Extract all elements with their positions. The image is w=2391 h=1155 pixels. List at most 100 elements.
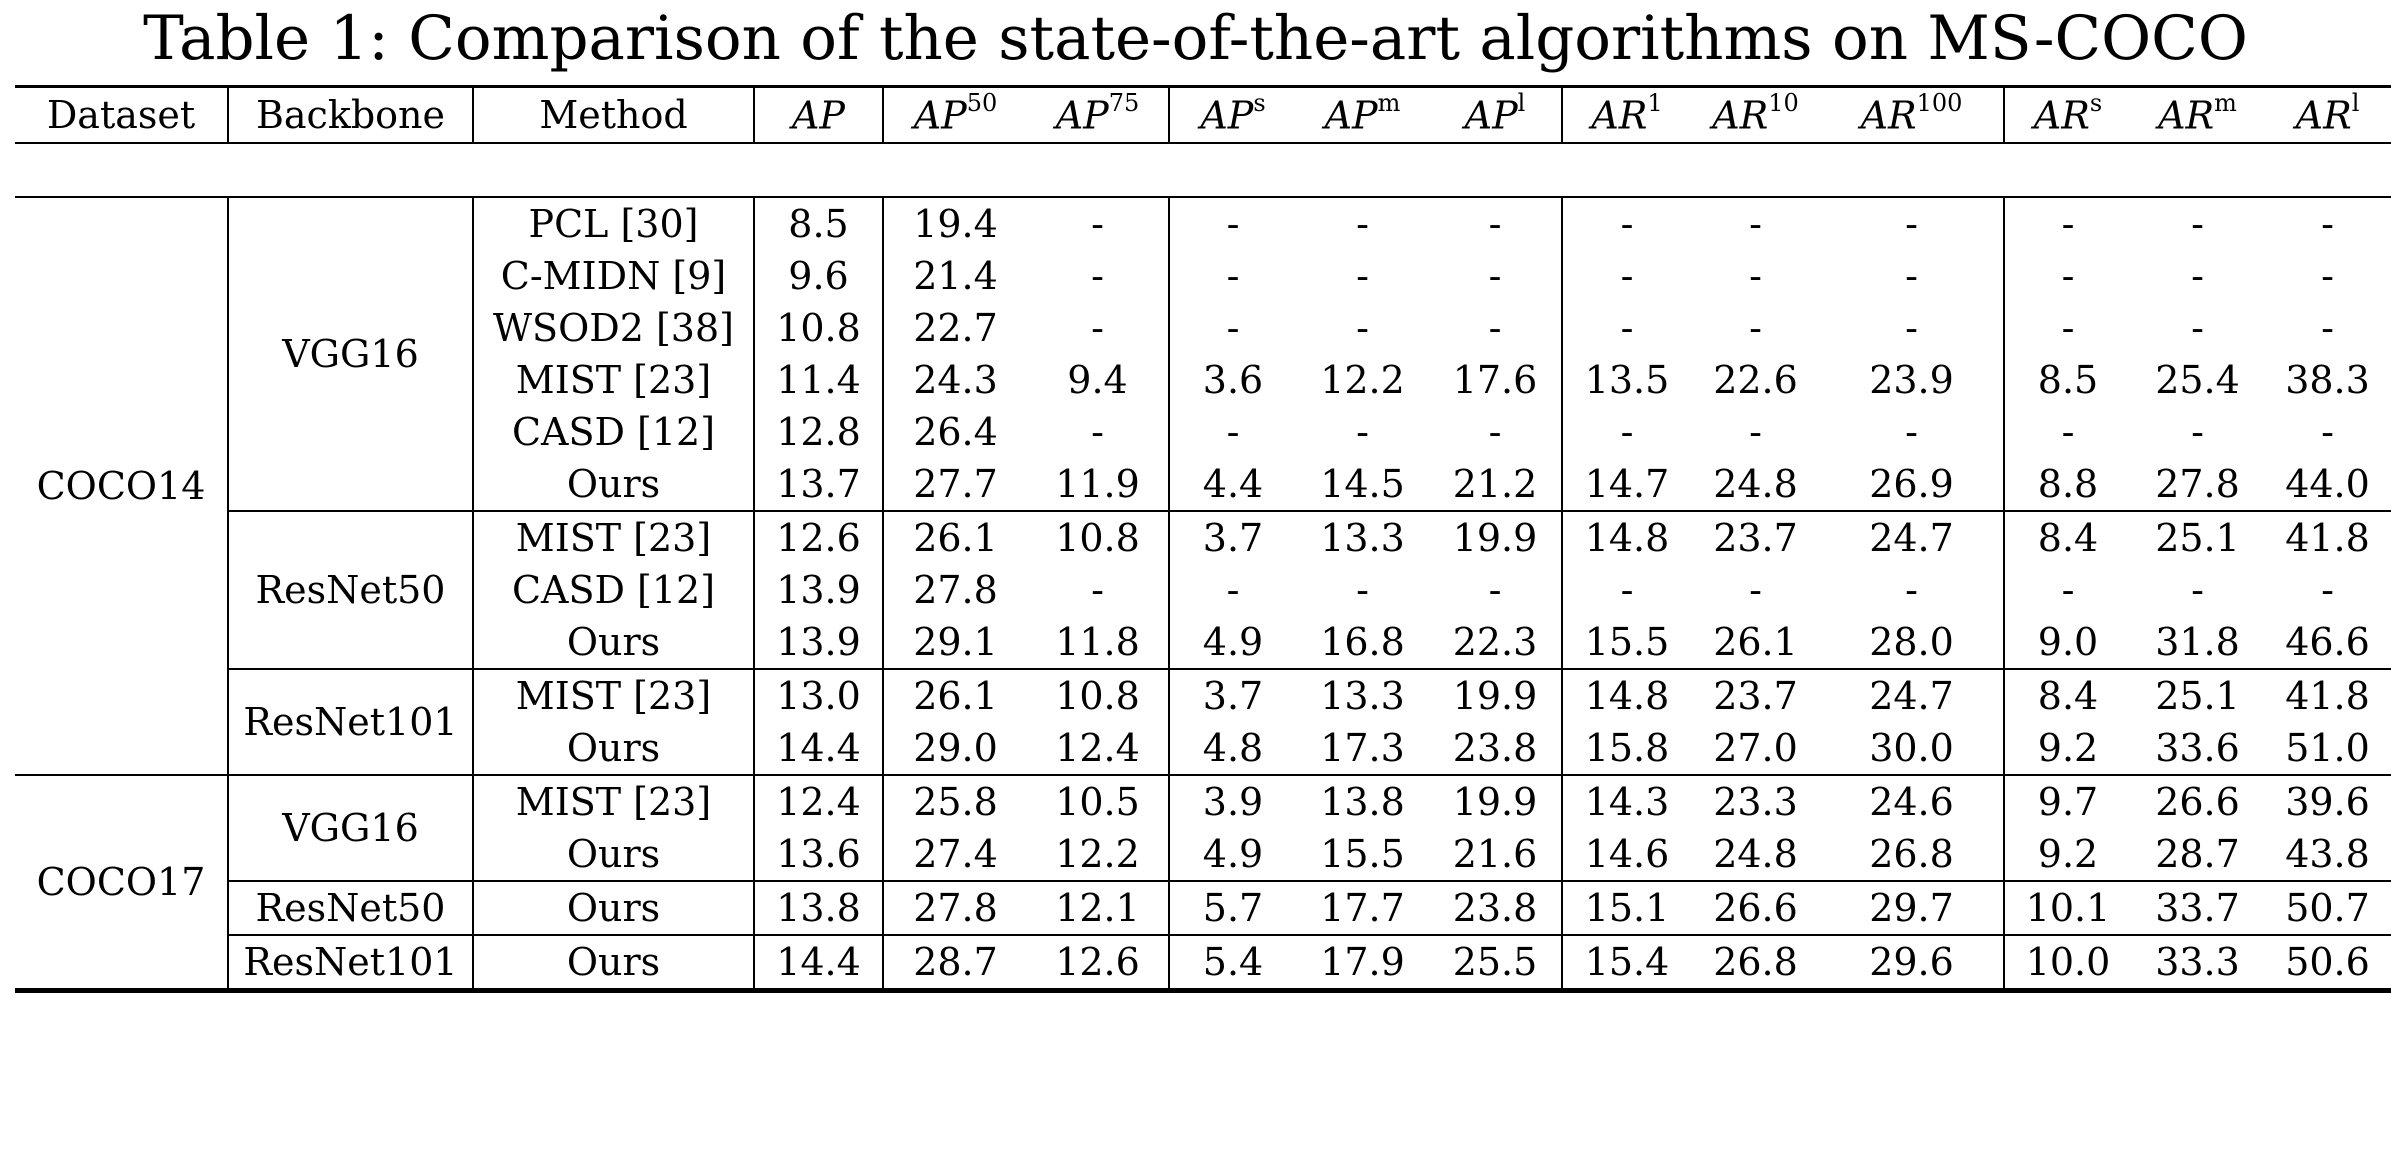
- value-cell: -: [1091, 410, 1104, 454]
- value-cell: 15.5: [1320, 832, 1405, 876]
- value-cell: 9.4: [1067, 358, 1128, 402]
- value-cell: 9.7: [2003, 774, 2131, 828]
- value-cell: 50.6: [2264, 934, 2391, 993]
- value-cell: 11.8: [1055, 620, 1140, 664]
- dataset-cell: COCO17: [15, 774, 228, 993]
- value-cell: -: [1488, 568, 1502, 612]
- value-cell: 12.6: [753, 510, 883, 564]
- value-cell: 12.1: [1027, 880, 1169, 935]
- method-cell: CASD [12]: [472, 564, 754, 616]
- value-cell: -: [1356, 410, 1369, 454]
- table-row: Ours 13.7 27.7 11.9 4.4 14.5 21.2 14.7 24.8 26.9 8…: [15, 458, 2391, 511]
- value-cell: 15.1: [1561, 880, 1691, 935]
- value-cell: 4.4: [1168, 458, 1296, 511]
- value-cell: -: [2321, 254, 2334, 298]
- value-cell: 4.9: [1168, 828, 1296, 881]
- backbone-cell: ResNet101: [227, 934, 473, 993]
- value-cell: -: [1905, 410, 1918, 454]
- value-cell: -: [1356, 254, 1369, 298]
- value-cell: -: [1488, 410, 1502, 454]
- value-cell: 12.8: [753, 406, 883, 458]
- value-cell: -: [2003, 197, 2131, 250]
- value-cell: 12.4: [1055, 726, 1140, 770]
- value-cell: -: [1561, 564, 1691, 616]
- backbone-cell: ResNet50: [227, 880, 473, 935]
- value-cell: 14.5: [1320, 462, 1405, 506]
- value-cell: -: [1905, 306, 1918, 350]
- value-cell: -: [1356, 202, 1369, 246]
- value-cell: -: [2003, 564, 2131, 616]
- value-cell: 13.0: [753, 668, 883, 722]
- metric-header: AP75: [1027, 85, 1169, 143]
- value-cell: -: [1749, 306, 1762, 350]
- value-cell: 26.1: [1713, 620, 1798, 664]
- value-cell: 12.2: [1320, 358, 1405, 402]
- value-cell: 8.5: [753, 197, 883, 250]
- value-cell: 41.8: [2264, 510, 2391, 564]
- value-cell: 14.8: [1561, 668, 1691, 722]
- metric-header: APm: [1296, 85, 1429, 143]
- value-cell: -: [1488, 202, 1502, 246]
- value-cell: -: [1091, 254, 1104, 298]
- value-cell: 11.4: [753, 354, 883, 406]
- metric-header: ARm: [2131, 85, 2264, 143]
- dataset-cell: COCO14: [15, 197, 228, 776]
- value-cell: 14.6: [1561, 828, 1691, 881]
- value-cell: 9.6: [753, 250, 883, 302]
- value-cell: 5.4: [1168, 934, 1296, 993]
- backbone-cell: VGG16: [227, 197, 473, 511]
- value-cell: 24.8: [1713, 832, 1798, 876]
- value-cell: -: [2321, 410, 2334, 454]
- value-cell: 46.6: [2285, 620, 2370, 664]
- value-cell: 4.9: [1168, 616, 1296, 669]
- results-table: Dataset Backbone Method AP AP50 AP75 APs…: [15, 85, 2391, 993]
- value-cell: 9.2: [2003, 828, 2131, 881]
- value-cell: 17.7: [1296, 880, 1429, 935]
- value-cell: 24.3: [882, 354, 1027, 406]
- value-cell: 26.9: [1869, 462, 1954, 506]
- value-cell: 29.1: [882, 616, 1027, 669]
- value-cell: 44.0: [2285, 462, 2370, 506]
- value-cell: 24.7: [1820, 668, 2004, 722]
- method-cell: C-MIDN [9]: [472, 250, 754, 302]
- value-cell: -: [1749, 254, 1762, 298]
- value-cell: 19.9: [1429, 510, 1562, 564]
- value-cell: 10.8: [753, 302, 883, 354]
- value-cell: 13.5: [1561, 354, 1691, 406]
- table-body: COCO14 VGG16 PCL [30] 8.5 19.4- - - - - - - - - - C-MI…: [15, 197, 2391, 993]
- table-row: COCO17 VGG16 MIST [23] 12.4 25.8 10.5 3.9 13.8 1…: [15, 774, 2391, 993]
- value-cell: 15.5: [1561, 616, 1691, 669]
- value-cell: -: [1091, 202, 1104, 246]
- value-cell: 26.8: [1691, 934, 1820, 993]
- table-row: Ours 13.6 27.4 12.2 4.9 15.5 21.6 14.6 24.8 26.8 9…: [15, 828, 2391, 881]
- value-cell: 13.8: [1296, 774, 1429, 828]
- value-cell: 9.2: [2003, 722, 2131, 775]
- value-cell: 12.2: [1055, 832, 1140, 876]
- value-cell: 38.3: [2285, 358, 2370, 402]
- value-cell: 24.7: [1820, 510, 2004, 564]
- value-cell: -: [1168, 250, 1296, 302]
- value-cell: 23.7: [1691, 510, 1820, 564]
- method-cell: Ours: [472, 880, 754, 935]
- method-header: Method: [472, 85, 754, 143]
- value-cell: 33.6: [2155, 726, 2240, 770]
- table-row: ResNet101 MIST [23] 13.0 26.1 10.8 3.7 13.3 19.…: [15, 668, 2391, 775]
- value-cell: -: [2321, 306, 2334, 350]
- value-cell: 10.0: [2003, 934, 2131, 993]
- value-cell: 51.0: [2285, 726, 2370, 770]
- value-cell: 31.8: [2155, 620, 2240, 664]
- value-cell: 26.6: [2131, 774, 2264, 828]
- value-cell: 17.3: [1320, 726, 1405, 770]
- table-row: ResNet50 MIST [23] 12.6 26.1 10.8 3.7 13.3 19.9…: [15, 510, 2391, 669]
- value-cell: 12.6: [1027, 934, 1169, 993]
- value-cell: 15.8: [1561, 722, 1691, 775]
- metric-header: AR100: [1820, 85, 2004, 143]
- value-cell: -: [1356, 306, 1369, 350]
- value-cell: -: [1749, 202, 1762, 246]
- method-cell: MIST [23]: [472, 774, 754, 828]
- value-cell: 19.4: [882, 197, 1027, 250]
- value-cell: 23.7: [1691, 668, 1820, 722]
- header-row: Dataset Backbone Method AP AP50 AP75 APs…: [15, 85, 2391, 143]
- value-cell: -: [1905, 254, 1918, 298]
- value-cell: -: [2191, 568, 2204, 612]
